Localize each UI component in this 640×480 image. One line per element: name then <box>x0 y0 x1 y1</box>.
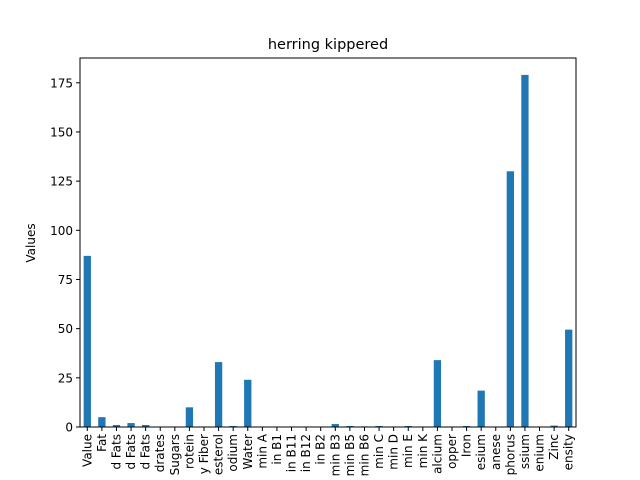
y-tick-label: 0 <box>65 421 73 435</box>
x-tick-label: min A <box>255 433 269 468</box>
x-tick-label: esium <box>474 434 488 470</box>
y-tick-label: 75 <box>58 273 73 287</box>
x-tick-label: odium <box>226 434 240 472</box>
x-tick-label: in B11 <box>285 434 299 472</box>
y-tick-label: 175 <box>50 76 73 90</box>
x-tick-label: Iron <box>460 434 474 457</box>
x-tick-label: min B5 <box>343 434 357 476</box>
bar <box>185 407 194 427</box>
bar <box>142 425 150 427</box>
y-axis-label: Values <box>24 223 38 262</box>
x-tick-label: min E <box>401 434 415 468</box>
plot-frame <box>79 57 577 428</box>
x-tick-label: min K <box>416 433 430 468</box>
x-tick-label: enium <box>533 434 547 472</box>
bar <box>550 425 558 427</box>
bar <box>98 417 106 427</box>
bar <box>477 390 485 427</box>
bar <box>244 379 252 427</box>
bar <box>565 329 573 427</box>
x-tick-label: in B12 <box>299 434 313 472</box>
x-tick-label: d Fats <box>109 434 123 470</box>
x-tick-label: phorus <box>503 434 517 475</box>
x-tick-label: min B3 <box>328 434 342 476</box>
x-tick-label: Water <box>241 434 255 470</box>
x-tick-label: esterol <box>212 434 226 475</box>
chart-title: herring kippered <box>268 37 388 53</box>
y-tick-label: 150 <box>50 125 73 139</box>
y-tick-label: 100 <box>50 224 73 238</box>
x-tick-label: min C <box>372 434 386 469</box>
bar <box>433 360 442 427</box>
x-tick-label: d Fats <box>139 434 153 470</box>
bar <box>214 362 223 427</box>
x-tick-label: Value <box>80 434 94 467</box>
bar <box>331 424 339 427</box>
bar <box>127 423 135 427</box>
y-tick-label: 125 <box>50 175 73 189</box>
x-tick-label: in B1 <box>270 434 284 465</box>
bars-group <box>83 74 573 428</box>
x-tick-label: min D <box>387 434 401 470</box>
x-tick-label: ensity <box>562 434 576 470</box>
x-tick-label: Fat <box>95 434 109 452</box>
x-tick-label: ssium <box>518 434 532 469</box>
x-axis-ticks: Value Fat d Fats d Fats d Fats drates Sugars ro… <box>80 427 576 476</box>
bar <box>83 255 91 427</box>
x-tick-label: d Fats <box>124 434 138 470</box>
x-tick-label: Sugars <box>168 434 182 475</box>
bar <box>112 425 121 427</box>
y-tick-label: 50 <box>58 322 73 336</box>
x-tick-label: min B6 <box>357 434 371 476</box>
bar <box>506 171 514 427</box>
y-axis-ticks: 0 25 50 75 100 125 150 175 <box>50 76 80 435</box>
x-tick-label: rotein <box>182 434 196 469</box>
x-tick-label: Zinc <box>547 434 561 460</box>
x-tick-label: opper <box>445 434 459 469</box>
x-tick-label: anese <box>489 434 503 470</box>
x-tick-label: drates <box>153 434 167 472</box>
y-tick-label: 25 <box>58 371 73 385</box>
x-tick-label: y Fiber <box>197 434 211 474</box>
x-tick-label: in B2 <box>314 434 328 465</box>
bar <box>521 74 529 428</box>
x-tick-label: alcium <box>430 434 444 474</box>
